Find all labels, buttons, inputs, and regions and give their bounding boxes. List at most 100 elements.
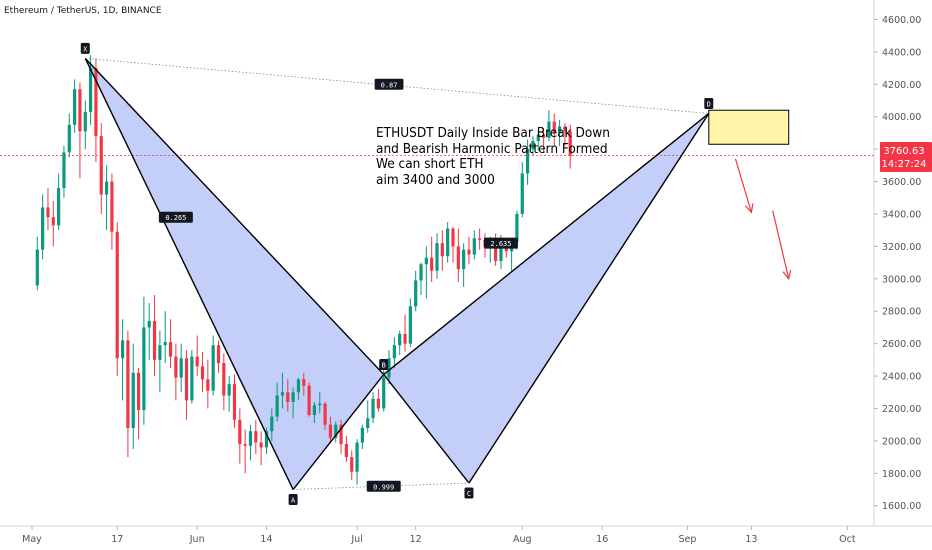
candle-body (563, 126, 567, 132)
candle-body (184, 358, 189, 401)
candle-body (451, 228, 455, 247)
ratio-box (374, 78, 404, 90)
candle-body (499, 239, 503, 261)
price-tick-label: 3600.00 (882, 177, 921, 188)
candle-body (296, 379, 301, 393)
note-line: We can short ETH (376, 156, 484, 172)
time-tick-label: 13 (745, 534, 757, 545)
note-line: aim 3400 and 3000 (376, 171, 495, 188)
zone-box (708, 109, 790, 145)
candle-body (190, 356, 194, 401)
candle-body (264, 431, 269, 448)
candle-body (216, 345, 221, 364)
candle-body (120, 340, 125, 359)
candle-body (350, 457, 354, 472)
time-axis[interactable]: May 17 Jun 14 Jul 12 Aug 16 Sep 13 Oct (22, 526, 856, 545)
pattern-point-d: D (704, 97, 714, 109)
candle-body (179, 358, 183, 378)
pattern-triangle-xab (85, 58, 384, 490)
point-tag-box (704, 97, 714, 109)
candle-body (206, 379, 210, 391)
candle-body (419, 264, 423, 281)
point-tag-label: A (291, 497, 296, 505)
candle-body (376, 398, 380, 409)
candle-body (195, 356, 199, 367)
candle-body (414, 280, 418, 307)
candle-body (243, 444, 247, 446)
symbol-header: Ethereum / TetherUS, 1D, BINANCE (4, 6, 162, 16)
pattern-leg (468, 113, 710, 484)
candle-body (275, 395, 279, 417)
ratio-box (483, 237, 518, 249)
candle-body (46, 207, 50, 218)
ratio-text: 2.635 (490, 240, 511, 248)
pattern-leg (383, 374, 470, 484)
candle-body (259, 442, 263, 448)
pattern-point-b: B (379, 358, 389, 370)
pattern-point-x: X (80, 42, 90, 54)
time-tick-label: Oct (839, 534, 856, 545)
candle-body (382, 377, 386, 409)
ratio-label: 0.265 (158, 211, 193, 223)
point-tag-label: X (83, 45, 88, 53)
candle-body (446, 228, 450, 257)
note-line: and Bearish Harmonic Pattern Formed (376, 140, 608, 157)
candle-body (99, 136, 103, 195)
candle-body (147, 320, 151, 328)
ratio-label: 0.87 (374, 78, 404, 90)
target-arrow-head (782, 269, 792, 281)
time-tick-label: Jul (350, 534, 362, 545)
candle-body (307, 385, 311, 415)
point-tag-box (379, 358, 389, 370)
candle-body (440, 243, 444, 257)
candle-body (286, 392, 290, 402)
price-tick-label: 2800.00 (882, 307, 921, 318)
candle-body (366, 418, 370, 428)
price-tick-label: 4400.00 (882, 47, 921, 58)
candle-body (328, 424, 333, 438)
candle-body (339, 424, 343, 445)
candle-body (73, 89, 77, 125)
time-tick-label: Jun (189, 534, 205, 545)
pattern-leg (84, 57, 385, 375)
price-tick-label: 1800.00 (882, 469, 921, 480)
candle-body (568, 131, 572, 156)
candle-body (398, 333, 402, 346)
point-tag-label: C (467, 490, 471, 498)
candle-body (104, 181, 109, 195)
candle-body (344, 444, 349, 458)
candle-body (312, 405, 317, 415)
candle-body (392, 345, 396, 359)
current-price-label: 3760.63 (883, 146, 924, 157)
candle-body (238, 419, 242, 445)
candle-body (174, 356, 178, 378)
ratio-text: 0.999 (373, 483, 394, 491)
pattern-point-c: C (464, 487, 474, 499)
candle-body (355, 442, 359, 472)
price-tick-label: 4600.00 (882, 15, 921, 26)
point-tag-box (80, 42, 90, 54)
candle-body (78, 89, 82, 132)
pattern-leg (383, 112, 710, 375)
candle-body (557, 126, 562, 133)
time-tick-label: May (22, 534, 42, 545)
candle-body (302, 379, 306, 386)
candle-body (35, 249, 39, 286)
harmonic-pattern (85, 58, 709, 490)
candle-body (51, 217, 55, 226)
candle-body (552, 121, 556, 133)
ratio-text: 0.87 (381, 81, 398, 89)
candle-body (525, 149, 530, 174)
price-axis[interactable]: 1600.00 1800.00 2000.00 2200.00 2400.00 2600.… (874, 15, 921, 512)
price-tick-label: 4000.00 (882, 112, 921, 123)
candle-body (360, 427, 364, 443)
candle-body (136, 372, 141, 411)
ratio-text: 0.265 (165, 214, 186, 222)
candle-body (318, 403, 322, 406)
candle-body (291, 392, 295, 402)
candle-body (83, 111, 87, 132)
candle-body (531, 141, 535, 150)
price-tick-label: 2400.00 (882, 372, 921, 383)
time-tick-label: Aug (513, 534, 532, 545)
